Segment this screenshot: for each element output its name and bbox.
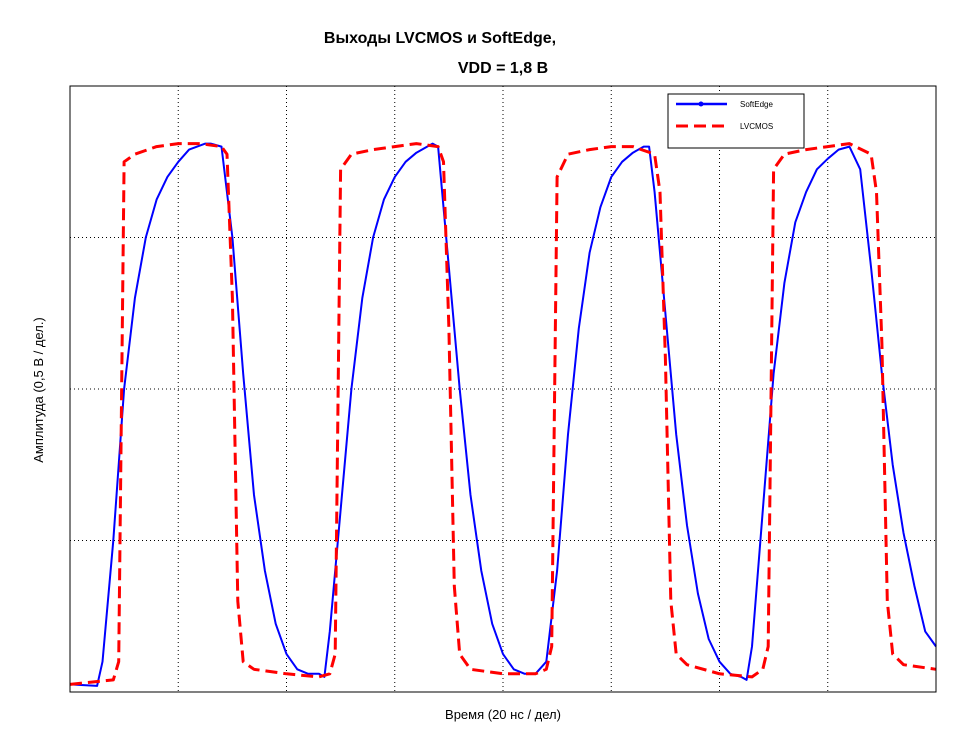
- x-axis-label: Время (20 нс / дел): [445, 707, 561, 722]
- chart-subtitle: VDD = 1,8 В: [457, 60, 549, 77]
- legend-label-lvcmos: LVCMOS: [740, 122, 773, 131]
- chart-title: Выходы LVCMOS и SoftEdge,: [323, 30, 557, 47]
- y-axis-label: Амплитуда (0,5 В / дел.): [31, 317, 46, 463]
- series-lines: [69, 142, 937, 687]
- legend-marker-softedge: [698, 101, 704, 107]
- grid: [70, 86, 936, 692]
- legend: SoftEdge LVCMOS: [667, 93, 805, 149]
- series-line-lvcmos: [69, 142, 937, 686]
- legend-label-softedge: SoftEdge: [740, 100, 773, 109]
- plot-frame: [69, 85, 937, 693]
- legend-box: [667, 93, 805, 149]
